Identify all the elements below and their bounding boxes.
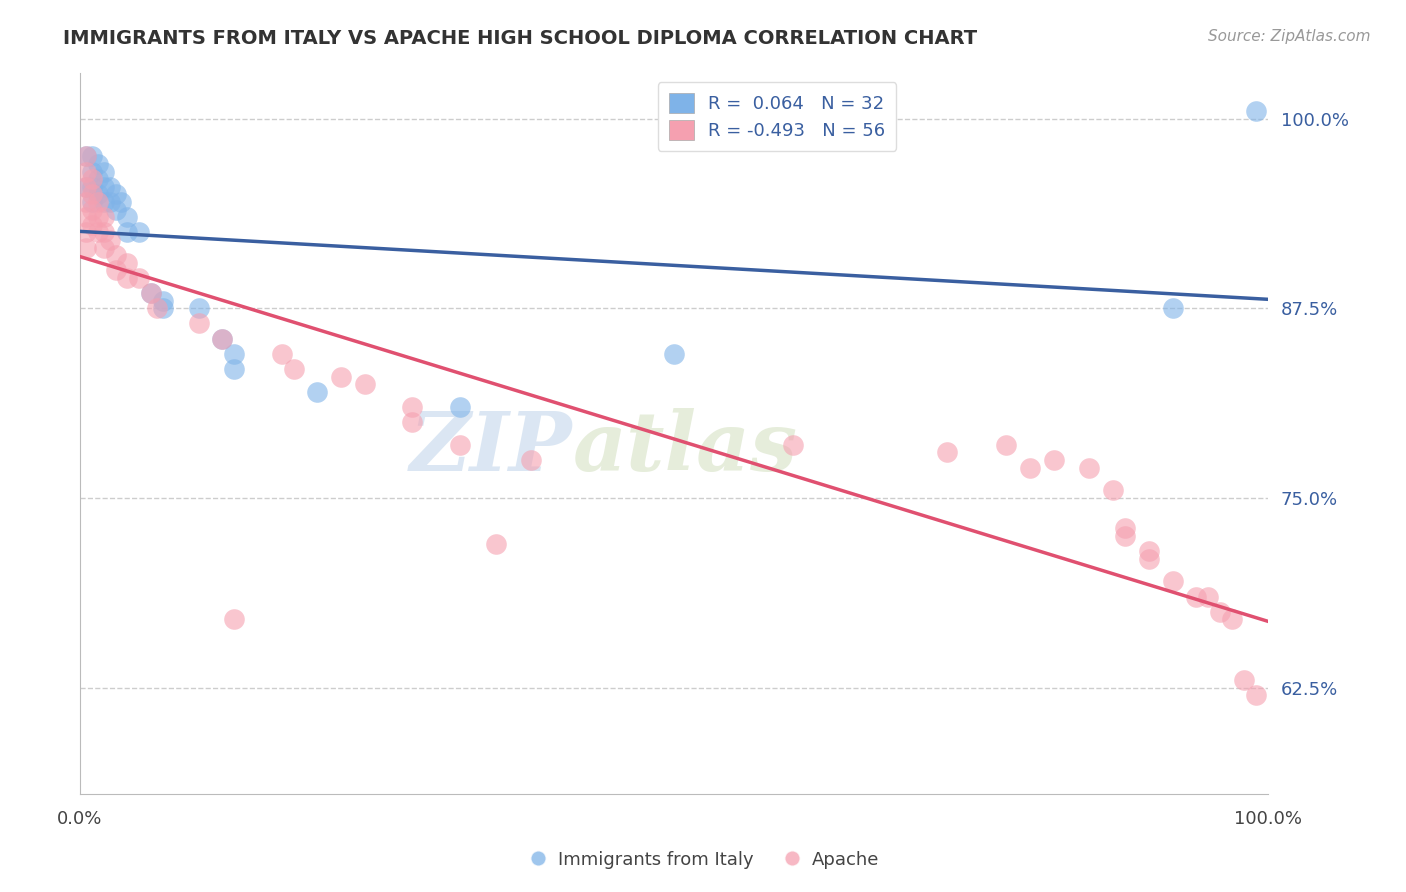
Point	[128, 271, 150, 285]
Point	[75, 164, 97, 178]
Point	[401, 400, 423, 414]
Point	[104, 263, 127, 277]
Point	[1185, 590, 1208, 604]
Point	[98, 179, 121, 194]
Point	[117, 225, 139, 239]
Point	[1197, 590, 1219, 604]
Point	[75, 210, 97, 224]
Point	[995, 438, 1018, 452]
Point	[354, 377, 377, 392]
Point	[139, 286, 162, 301]
Point	[80, 179, 103, 194]
Point	[1244, 103, 1267, 118]
Point	[80, 164, 103, 178]
Point	[1209, 605, 1232, 619]
Point	[1102, 483, 1125, 498]
Point	[98, 194, 121, 209]
Point	[1220, 612, 1243, 626]
Point	[80, 149, 103, 163]
Point	[283, 362, 305, 376]
Point	[75, 149, 97, 163]
Point	[401, 415, 423, 429]
Text: IMMIGRANTS FROM ITALY VS APACHE HIGH SCHOOL DIPLOMA CORRELATION CHART: IMMIGRANTS FROM ITALY VS APACHE HIGH SCH…	[63, 29, 977, 47]
Point	[86, 157, 108, 171]
Point	[75, 194, 97, 209]
Point	[80, 202, 103, 217]
Point	[449, 400, 471, 414]
Point	[449, 438, 471, 452]
Point	[128, 225, 150, 239]
Point	[104, 202, 127, 217]
Point	[224, 347, 246, 361]
Point	[224, 612, 246, 626]
Point	[1233, 673, 1256, 687]
Point	[98, 233, 121, 247]
Point	[117, 256, 139, 270]
Point	[75, 241, 97, 255]
Point	[110, 194, 132, 209]
Point	[330, 369, 353, 384]
Point	[782, 438, 804, 452]
Point	[211, 332, 233, 346]
Point	[75, 179, 97, 194]
Point	[1043, 453, 1066, 467]
Point	[1244, 688, 1267, 702]
Point	[187, 301, 209, 316]
Point	[307, 384, 329, 399]
Text: Source: ZipAtlas.com: Source: ZipAtlas.com	[1208, 29, 1371, 44]
Point	[86, 187, 108, 202]
Point	[75, 179, 97, 194]
Point	[75, 149, 97, 163]
Point	[104, 248, 127, 262]
Point	[139, 286, 162, 301]
Point	[1137, 544, 1160, 558]
Point	[86, 172, 108, 186]
Point	[1114, 521, 1136, 535]
Point	[1161, 301, 1184, 316]
Point	[86, 194, 108, 209]
Point	[187, 317, 209, 331]
Point	[1137, 551, 1160, 566]
Point	[1019, 460, 1042, 475]
Point	[80, 218, 103, 232]
Point	[93, 194, 115, 209]
Point	[211, 332, 233, 346]
Point	[93, 164, 115, 178]
Point	[935, 445, 957, 459]
Point	[86, 225, 108, 239]
Point	[80, 172, 103, 186]
Legend: R =  0.064   N = 32, R = -0.493   N = 56: R = 0.064 N = 32, R = -0.493 N = 56	[658, 82, 897, 151]
Text: ZIP: ZIP	[411, 408, 572, 488]
Legend: Immigrants from Italy, Apache: Immigrants from Italy, Apache	[520, 844, 886, 876]
Point	[1078, 460, 1101, 475]
Point	[93, 241, 115, 255]
Point	[117, 210, 139, 224]
Point	[93, 225, 115, 239]
Point	[86, 210, 108, 224]
Point	[484, 536, 506, 550]
Point	[270, 347, 292, 361]
Point	[104, 187, 127, 202]
Point	[520, 453, 543, 467]
Point	[146, 301, 169, 316]
Point	[662, 347, 685, 361]
Point	[152, 293, 174, 308]
Point	[75, 225, 97, 239]
Point	[1114, 529, 1136, 543]
Point	[152, 301, 174, 316]
Point	[117, 271, 139, 285]
Point	[93, 210, 115, 224]
Text: atlas: atlas	[572, 408, 799, 488]
Point	[80, 187, 103, 202]
Point	[80, 194, 103, 209]
Point	[93, 179, 115, 194]
Point	[224, 362, 246, 376]
Point	[1161, 574, 1184, 589]
